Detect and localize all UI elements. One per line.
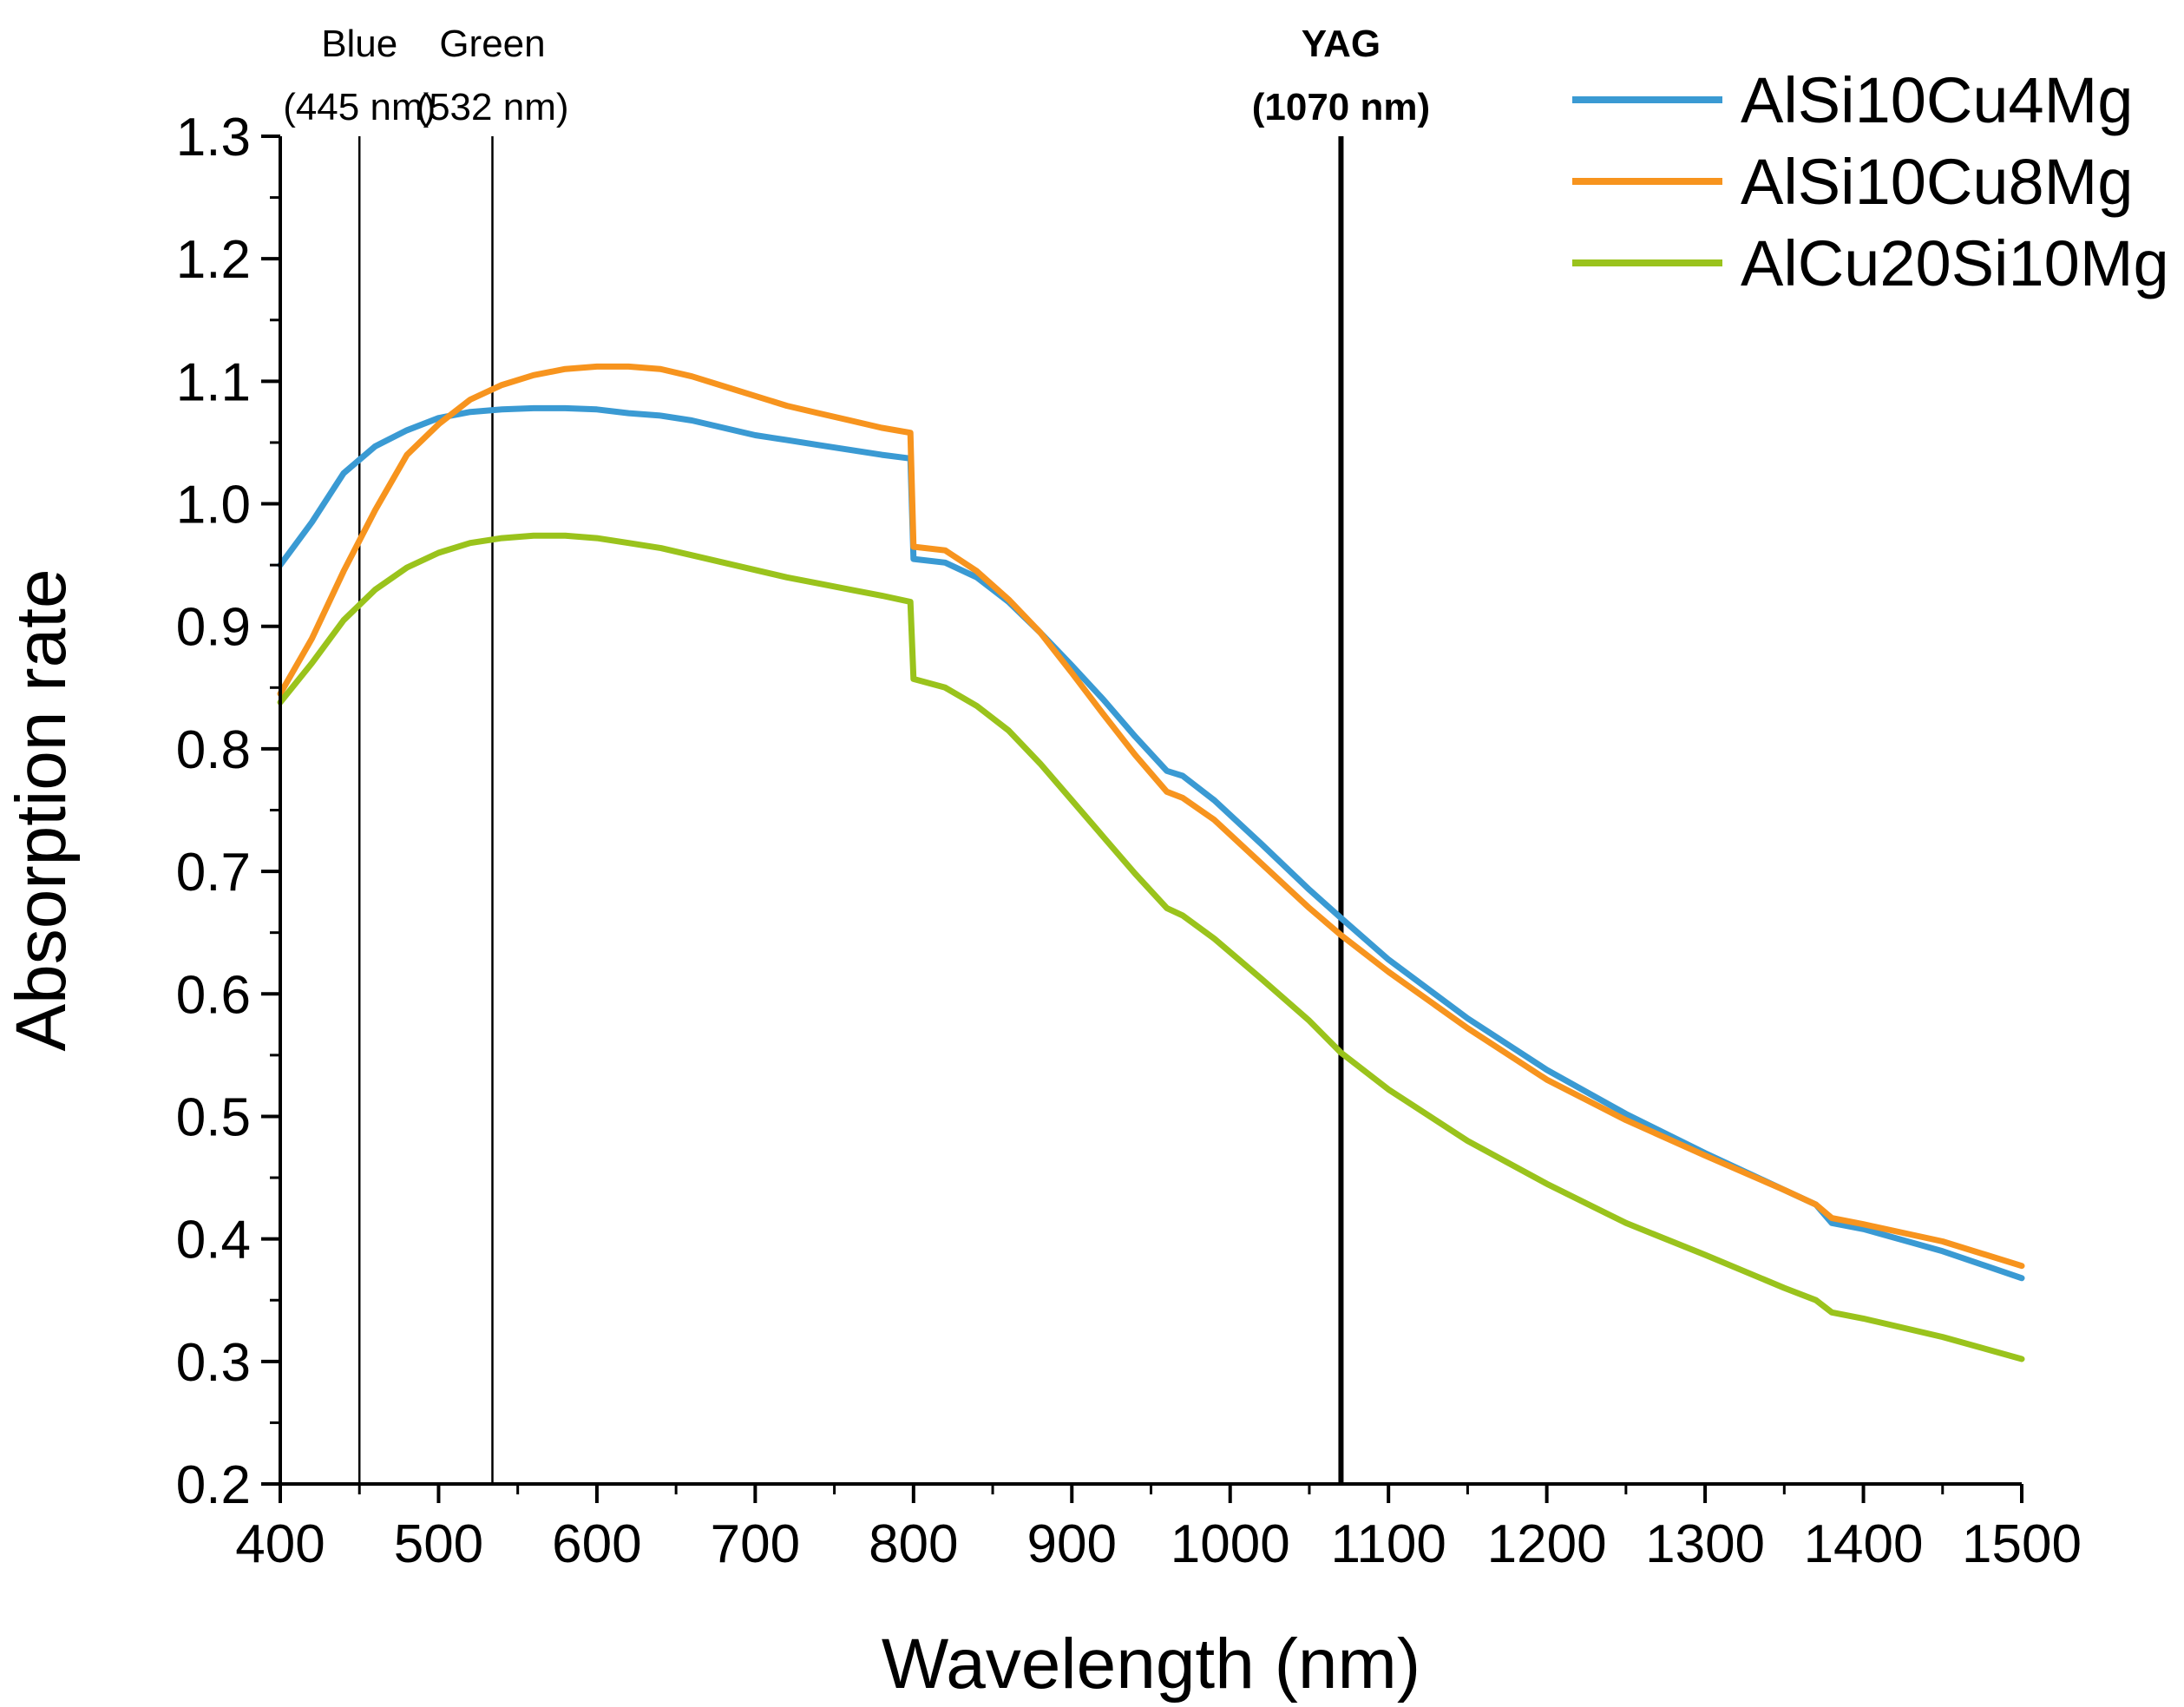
- y-tick-label-2: 0.4: [176, 1211, 251, 1270]
- y-tick-label-1: 0.3: [176, 1333, 251, 1393]
- y-tick-label-5: 0.7: [176, 843, 251, 903]
- x-tick-label-8: 1200: [1487, 1514, 1607, 1574]
- y-tick-label-9: 1.1: [176, 352, 251, 412]
- marker-sublabel-2: (1070 nm): [1252, 86, 1430, 128]
- x-tick-label-5: 900: [1027, 1514, 1117, 1574]
- axes: [261, 135, 2023, 1503]
- legend-label-1: AlSi10Cu8Mg: [1741, 146, 2133, 218]
- x-tick-label-9: 1300: [1645, 1514, 1765, 1574]
- marker-label-1: Green: [439, 23, 545, 65]
- marker-sublabel-0: (445 nm): [283, 86, 436, 128]
- x-tick-label-2: 600: [552, 1514, 641, 1574]
- y-tick-label-7: 0.9: [176, 598, 251, 658]
- marker-label-2: YAG: [1302, 23, 1381, 65]
- legend-label-0: AlSi10Cu4Mg: [1741, 64, 2133, 136]
- x-tick-label-10: 1400: [1804, 1514, 1924, 1574]
- x-tick-label-7: 1100: [1331, 1514, 1446, 1574]
- y-tick-label-8: 1.0: [176, 476, 251, 535]
- y-axis-title: Absorption rate: [2, 568, 81, 1051]
- y-tick-label-0: 0.2: [176, 1455, 251, 1515]
- x-tick-label-1: 500: [394, 1514, 483, 1574]
- y-tick-label-10: 1.2: [176, 230, 251, 290]
- y-tick-label-3: 0.5: [176, 1087, 251, 1147]
- series-group: [277, 363, 2025, 1362]
- series-line-2: [277, 532, 2025, 1362]
- tick-labels: 0.2 0.3 0.4 0.5 0.6 0.7 0.8 0.9 1.0 1.1 1.2 1.3 400 5…: [176, 108, 2082, 1574]
- y-tick-label-4: 0.6: [176, 965, 251, 1025]
- series-line-0: [277, 404, 2025, 1282]
- x-tick-label-6: 1000: [1171, 1514, 1290, 1574]
- x-tick-label-0: 400: [235, 1514, 325, 1574]
- marker-sublabel-1: (532 nm): [416, 86, 568, 128]
- wavelength-markers: Blue (445 nm)Green (532 nm) YAG (1070 nm): [283, 23, 1430, 1484]
- marker-label-0: Blue: [321, 23, 397, 65]
- x-tick-label-3: 700: [711, 1514, 800, 1574]
- x-tick-label-4: 800: [869, 1514, 958, 1574]
- series-line-1: [277, 363, 2025, 1270]
- x-tick-label-11: 1500: [1962, 1514, 2082, 1574]
- x-axis-title: Wavelength (nm): [882, 1625, 1420, 1704]
- legend-label-2: AlCu20Si10Mg: [1741, 227, 2169, 299]
- y-tick-label-11: 1.3: [176, 108, 251, 167]
- legend: AlSi10Cu4Mg AlSi10Cu8Mg AlCu20Si10Mg: [1572, 64, 2169, 299]
- y-tick-label-6: 0.8: [176, 720, 251, 780]
